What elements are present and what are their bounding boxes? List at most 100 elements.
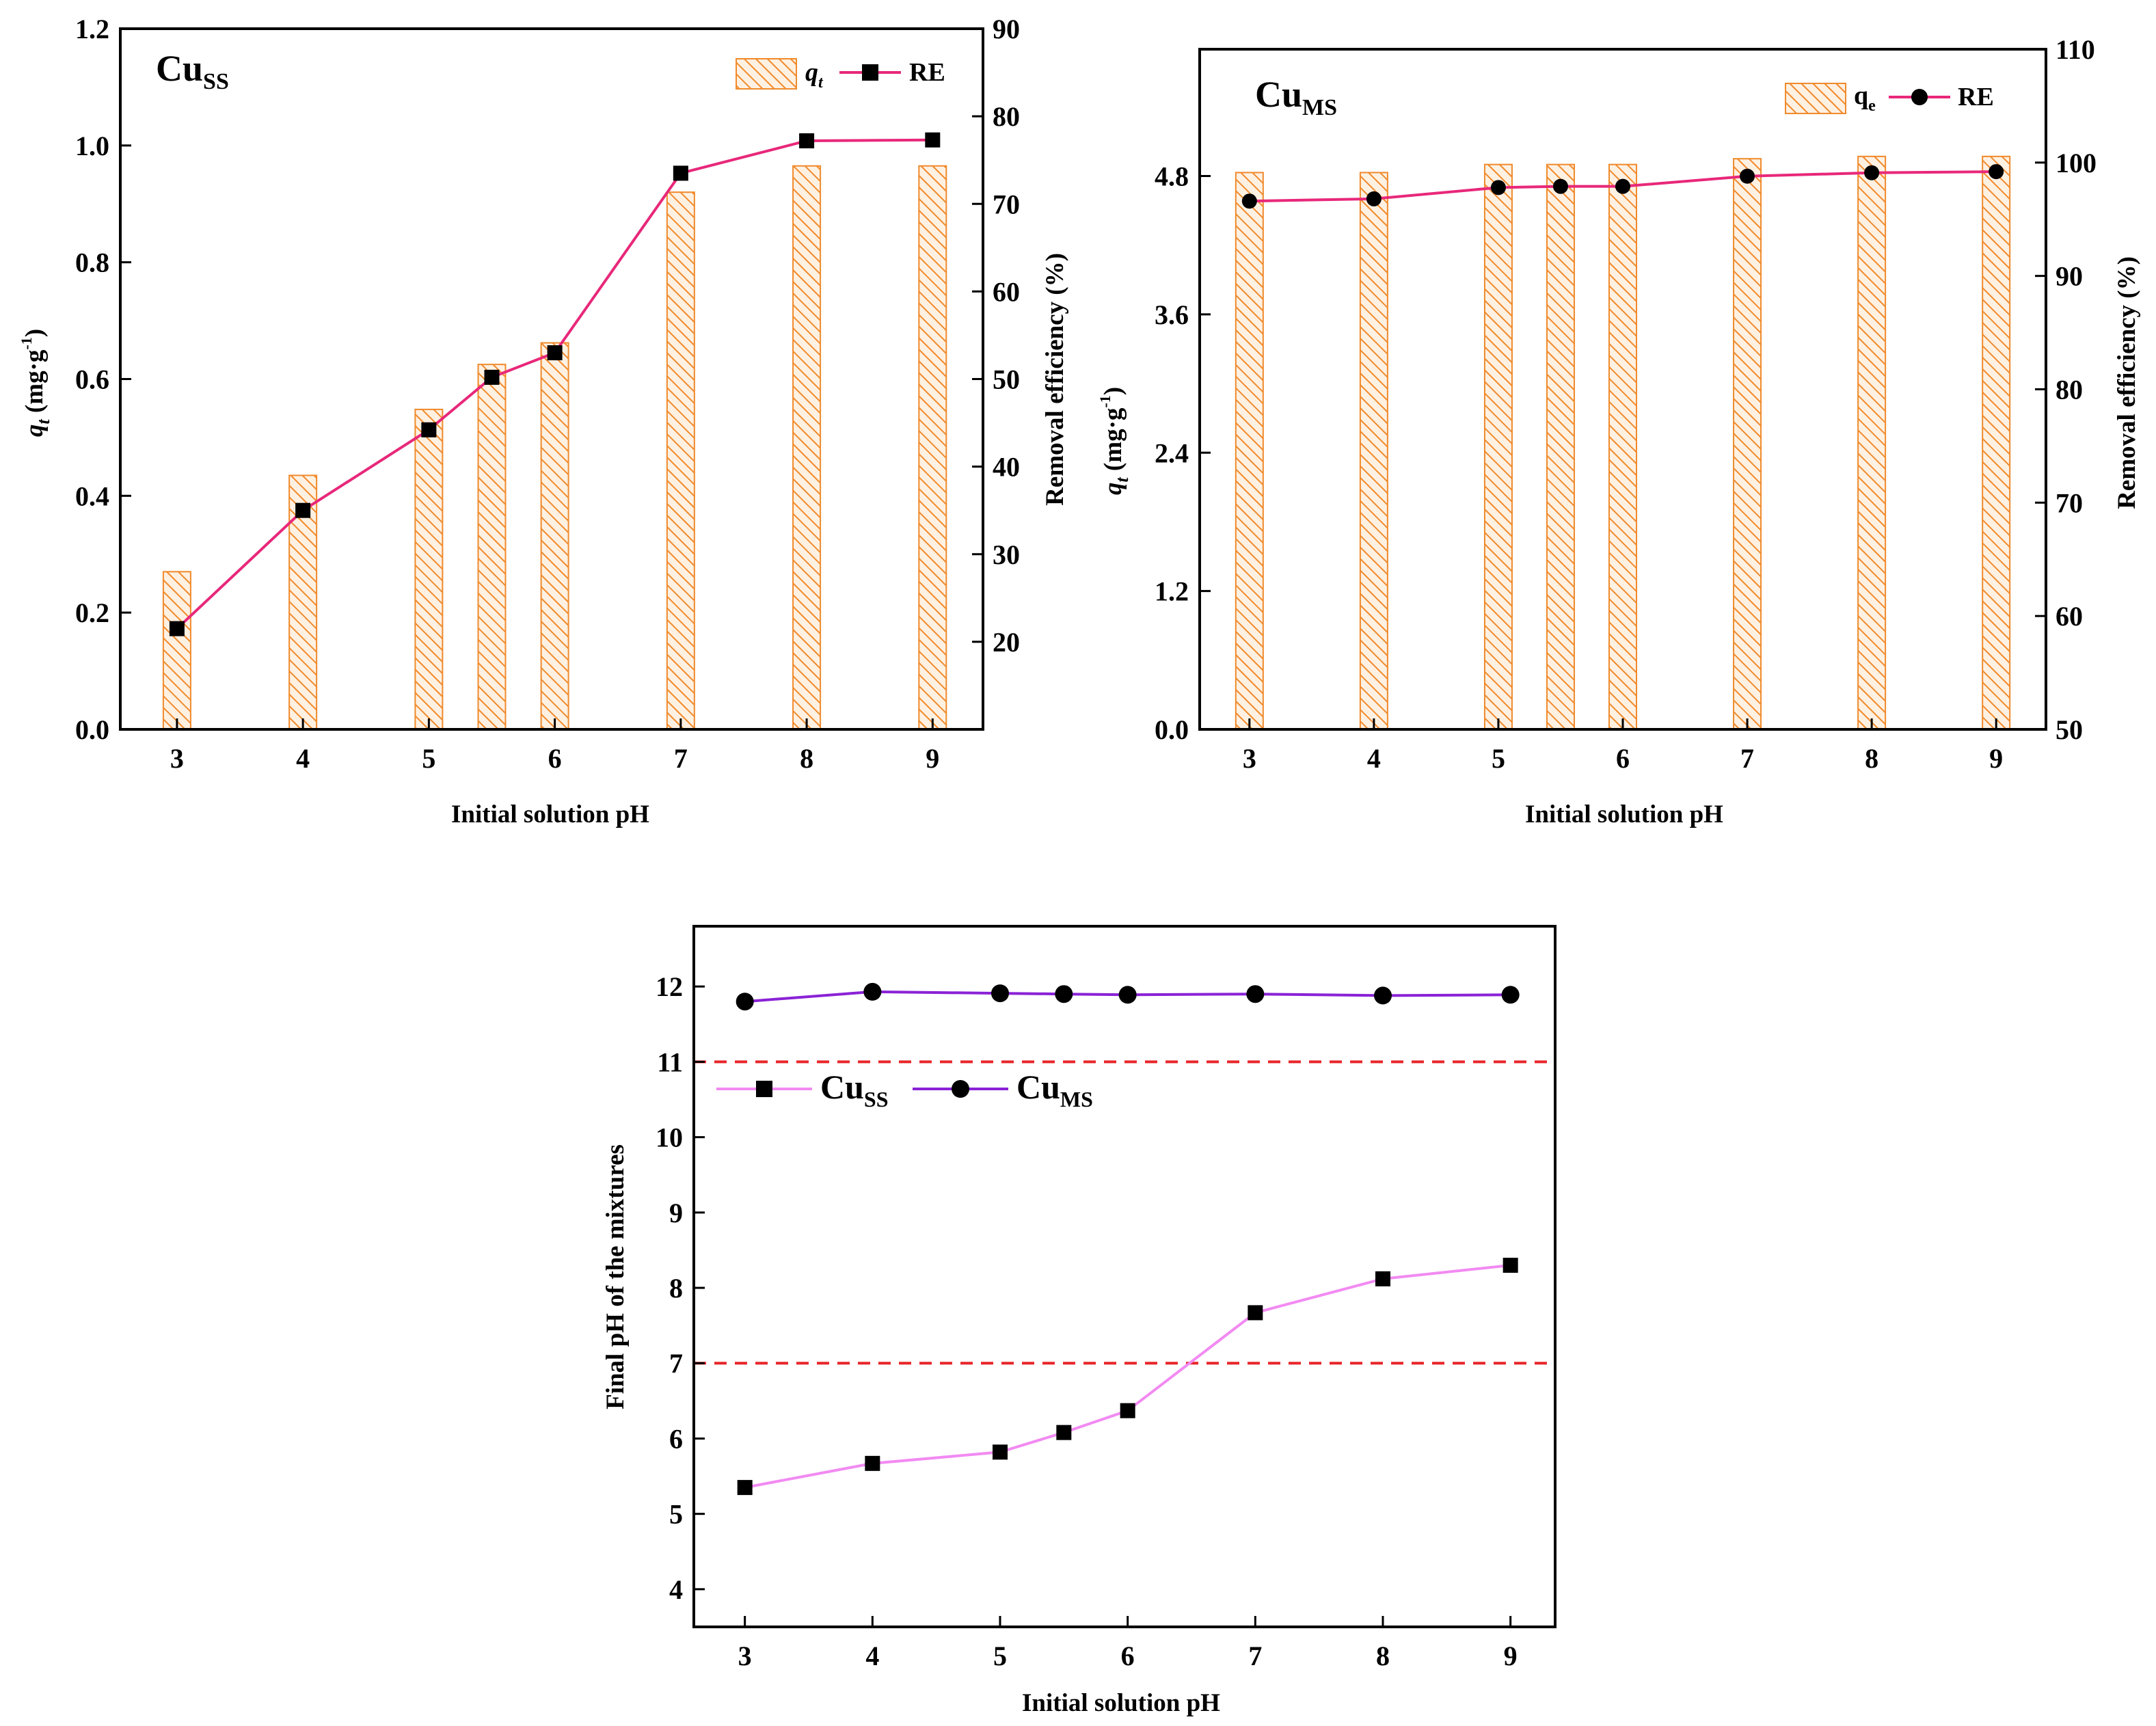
final-ph-cuss-point xyxy=(1503,1257,1518,1273)
final-ph-cums-point xyxy=(991,984,1009,1003)
cums-y2-tick-label: 90 xyxy=(2056,261,2083,292)
cuss-y-tick-label: 0.6 xyxy=(75,364,109,395)
cums-y-tick-label: 1.2 xyxy=(1155,576,1189,607)
cums-y-tick-label: 2.4 xyxy=(1155,437,1189,468)
cums-plot-area: 3 4 5 6 7 8 9 0.0 1.2 2.4 3.6 4.8 50 60 70 80 90 100 110 xyxy=(1155,34,2097,774)
cuss-re-point xyxy=(925,132,941,148)
cums-x-tick-label: 4 xyxy=(1367,743,1381,774)
cuss-bar xyxy=(918,165,947,730)
cuss-bar xyxy=(792,165,822,730)
cuss-y-tick-label: 0.8 xyxy=(75,247,109,278)
cums-y2-tick-label: 60 xyxy=(2056,601,2083,632)
legend-label-re: RE xyxy=(1958,83,1994,111)
cums-y2-tick-label: 110 xyxy=(2056,34,2095,65)
panel-final-ph: 3 4 5 6 7 8 9 4 5 6 7 8 9 10 11 12 CuSS CuMS Final pH o… xyxy=(602,925,1557,1717)
cums-y-tick-label: 4.8 xyxy=(1155,161,1189,192)
final-ph-x-tick-label: 6 xyxy=(1121,1641,1135,1671)
legend-bar-swatch xyxy=(736,58,797,90)
cuss-y-tick-label: 1.2 xyxy=(75,14,109,44)
legend-bar-swatch xyxy=(1785,83,1846,114)
cums-re-point xyxy=(1615,178,1630,194)
final-ph-y-tick-label: 6 xyxy=(669,1423,683,1454)
legend-label-cums: CuMS xyxy=(1016,1068,1093,1111)
cuss-title: CuSS xyxy=(156,48,229,94)
final-ph-cums-point xyxy=(1374,986,1392,1005)
cums-bar xyxy=(1982,155,2011,730)
cums-re-point xyxy=(1241,193,1257,209)
final-ph-cums-point xyxy=(736,993,754,1011)
final-ph-y-axis-label: Final pH of the mixtures xyxy=(602,1144,630,1410)
final-ph-cuss-point xyxy=(1248,1305,1263,1321)
cums-y2-tick-label: 80 xyxy=(2056,375,2083,405)
cuss-legend: qt RE xyxy=(736,58,945,92)
panel-cums: 3 4 5 6 7 8 9 0.0 1.2 2.4 3.6 4.8 50 60 70 80 90 100 110 C… xyxy=(1096,34,2141,828)
final-ph-cuss-point xyxy=(737,1480,753,1496)
legend-circle-marker xyxy=(1911,89,1928,105)
cums-x-tick-label: 5 xyxy=(1492,743,1505,774)
cuss-re-point xyxy=(421,422,437,437)
final-ph-cuss-point xyxy=(1056,1425,1072,1440)
final-ph-cuss-point xyxy=(993,1444,1008,1460)
cuss-bar xyxy=(414,408,444,731)
final-ph-cums-point xyxy=(1118,986,1137,1004)
cums-bar xyxy=(1857,155,1887,730)
cums-x-tick-label: 3 xyxy=(1243,743,1256,774)
cums-x-axis-label: Initial solution pH xyxy=(1525,800,1723,828)
final-ph-y-tick-label: 8 xyxy=(669,1273,683,1304)
cuss-bar xyxy=(162,571,191,730)
final-ph-frame xyxy=(692,925,1557,1628)
cums-y-axis-label: qt (mg·g-1) xyxy=(1096,387,1132,495)
final-ph-x-tick-label: 4 xyxy=(865,1641,879,1671)
final-ph-cums-line xyxy=(744,990,1511,1003)
legend-square-marker xyxy=(862,64,878,81)
final-ph-cums-point xyxy=(863,982,882,1001)
legend-label-qt: qt xyxy=(805,58,824,92)
cuss-re-point xyxy=(169,621,185,636)
cums-re-point xyxy=(1490,180,1506,195)
legend-square-marker xyxy=(756,1081,772,1097)
cuss-y-axis-label: qt (mg·g-1) xyxy=(18,329,53,437)
final-ph-x-tick-label: 8 xyxy=(1376,1641,1390,1671)
cuss-y2-tick-label: 90 xyxy=(993,14,1020,44)
cums-re-point xyxy=(1552,178,1568,194)
final-ph-y-tick-label: 12 xyxy=(656,971,683,1002)
cums-y2-tick-label: 50 xyxy=(2056,714,2083,745)
cuss-y2-axis-label: Removal efficiency (%) xyxy=(1041,253,1069,506)
cuss-y2-tick-label: 70 xyxy=(993,189,1020,219)
cuss-x-tick-label: 7 xyxy=(674,743,688,774)
cuss-y2-tick-label: 30 xyxy=(993,539,1020,570)
final-ph-y-tick-label: 11 xyxy=(657,1047,683,1077)
cums-y-tick-label: 3.6 xyxy=(1155,299,1189,330)
cums-re-point xyxy=(1864,165,1880,180)
cums-y2-axis-label: Removal efficiency (%) xyxy=(2113,256,2141,509)
final-ph-cums-point xyxy=(1501,986,1520,1004)
cuss-y-tick-label: 0.0 xyxy=(75,714,109,745)
cuss-plot-area: 3 4 5 6 7 8 9 0.0 0.2 0.4 0.6 0.8 1.0 1.2 20 30 40 50 60 70… xyxy=(75,14,1020,774)
cuss-y2-tick-label: 50 xyxy=(993,364,1020,395)
cuss-y-tick-label: 0.2 xyxy=(75,597,109,628)
legend-label-re: RE xyxy=(909,58,945,87)
cums-bar xyxy=(1483,163,1513,731)
cuss-x-tick-label: 3 xyxy=(170,743,184,774)
cums-y2-tick-label: 70 xyxy=(2056,487,2083,518)
panel-cuss: 3 4 5 6 7 8 9 0.0 0.2 0.4 0.6 0.8 1.0 1.2 20 30 40 50 60 70… xyxy=(18,14,1069,828)
cums-title: CuMS xyxy=(1255,74,1337,120)
cuss-bar xyxy=(666,191,695,730)
final-ph-plot-area: 3 4 5 6 7 8 9 4 5 6 7 8 9 10 11 12 xyxy=(656,971,1555,1671)
cums-x-tick-label: 9 xyxy=(1989,743,2003,774)
cums-bar xyxy=(1359,172,1388,730)
final-ph-x-tick-label: 9 xyxy=(1504,1641,1518,1671)
cuss-re-point xyxy=(484,369,500,385)
final-ph-cums-point xyxy=(1055,985,1073,1003)
cums-y2-tick-label: 100 xyxy=(2056,148,2097,178)
legend-label-qe: qe xyxy=(1854,81,1876,115)
final-ph-x-axis-label: Initial solution pH xyxy=(1022,1689,1220,1717)
cuss-x-tick-label: 4 xyxy=(296,743,310,774)
final-ph-cuss-line xyxy=(744,1263,1511,1489)
final-ph-cuss-point xyxy=(865,1455,880,1471)
cuss-frame xyxy=(119,27,984,731)
cuss-x-tick-label: 9 xyxy=(926,743,939,774)
final-ph-y-tick-label: 4 xyxy=(669,1574,683,1605)
cums-x-tick-label: 8 xyxy=(1865,743,1878,774)
